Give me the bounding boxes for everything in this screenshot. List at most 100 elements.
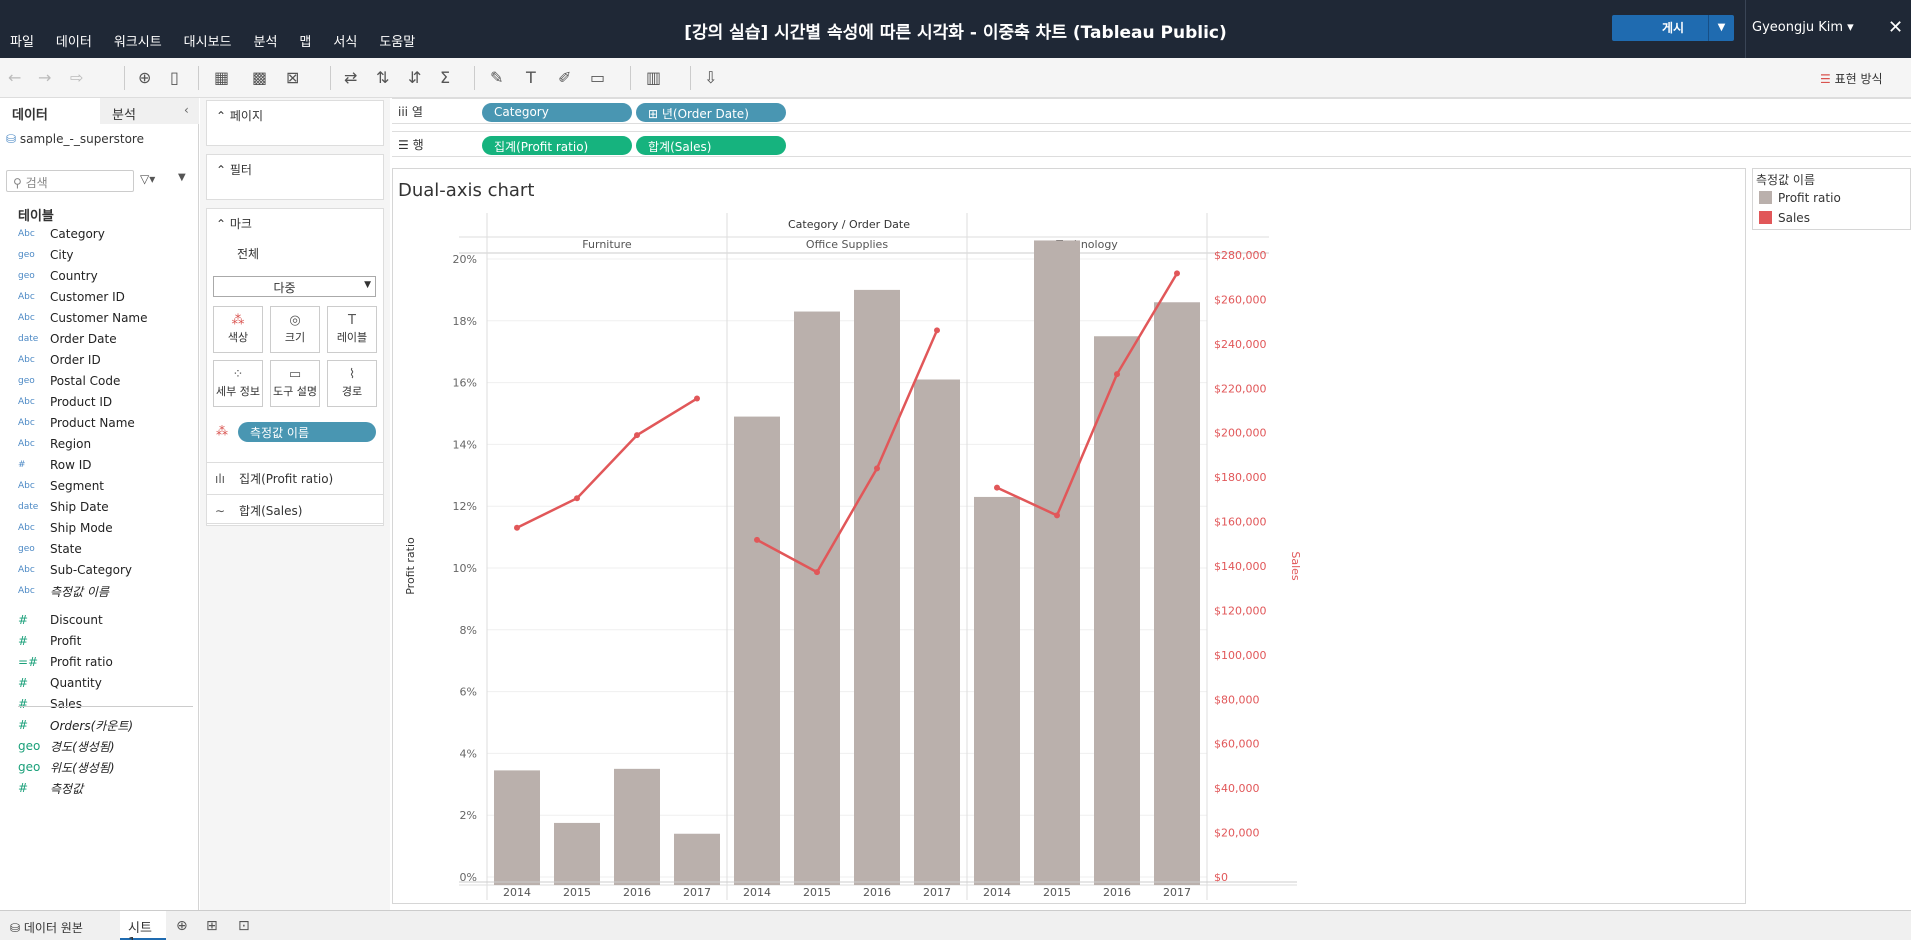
collapse-pane-icon[interactable]: ‹ [184,103,189,117]
swap-icon[interactable]: ⇄ [344,68,358,87]
legend-swatch [1759,211,1772,224]
bar [494,770,540,885]
filter-icon[interactable]: ▽▾ [140,172,156,186]
tab-analysis[interactable]: 분석 [100,98,199,124]
menu-format[interactable]: 서식 [333,35,358,50]
menu-map[interactable]: 맵 [299,35,312,50]
text-label-icon[interactable]: T [526,68,536,87]
sum-icon[interactable]: Σ [440,68,451,87]
publish-button[interactable]: 게시 [1612,15,1734,41]
y2-tick-label: $40,000 [1214,782,1260,795]
field-item[interactable]: # Orders(카운트) [18,716,133,734]
field-item[interactable]: # Discount [18,611,103,629]
field-item[interactable]: geo Country [18,267,98,285]
number-type-icon: # [18,613,29,627]
replay-icon[interactable]: ⇨ [70,68,84,87]
x-tick-label: 2015 [1043,886,1071,899]
new-datasource-icon[interactable]: ⊕ [138,68,152,87]
field-item[interactable]: Abc Order ID [18,351,101,369]
sheet-tab[interactable]: 시트 1 [120,911,166,940]
pill-sales[interactable]: 합계(Sales) [636,136,786,155]
search-input[interactable]: ⚲ 검색 [6,170,134,192]
pages-card[interactable]: ⌃ 페이지 [206,100,384,146]
field-name: Customer Name [50,311,148,325]
field-item[interactable]: # Quantity [18,674,102,692]
field-item[interactable]: geo State [18,540,82,558]
datasource-tab[interactable]: ⛁ 데이터 원본 [10,921,83,935]
field-item[interactable]: =# Profit ratio [18,653,113,671]
mark-type-dropdown[interactable]: 다중 ▼ [213,276,376,297]
clear-sheet-icon[interactable]: ⊠ [286,68,300,87]
field-item[interactable]: geo Postal Code [18,372,120,390]
new-dashboard-icon[interactable]: ⊞ [206,918,218,934]
pill-profit-ratio[interactable]: 집계(Profit ratio) [482,136,632,155]
duplicate-sheet-icon[interactable]: ▩ [252,68,268,87]
marks-row-sales[interactable]: ∼ 합계(Sales) [207,494,383,524]
filters-card[interactable]: ⌃ 필터 [206,154,384,200]
pause-updates-icon[interactable]: ▯ [170,68,179,87]
sort-ascending-icon[interactable]: ⇅ [376,68,390,87]
menu-file[interactable]: 파일 [10,35,34,50]
legend-item-profit-ratio[interactable]: Profit ratio [1759,191,1841,205]
marks-all-tab[interactable]: 전체 [237,247,260,261]
datasource-name[interactable]: ⛁ sample_-_superstore [6,132,144,146]
field-item[interactable]: Abc Sub-Category [18,561,132,579]
field-item[interactable]: Abc Customer Name [18,309,148,327]
field-item[interactable]: Abc Segment [18,477,104,495]
field-item[interactable]: date Order Date [18,330,117,348]
menu-help[interactable]: 도움말 [379,35,416,50]
field-item[interactable]: Abc Customer ID [18,288,125,306]
field-item[interactable]: geo 위도(생성됨) [18,758,115,776]
field-item[interactable]: geo 경도(생성됨) [18,737,115,755]
legend-item-sales[interactable]: Sales [1759,211,1810,225]
fit-icon[interactable]: ▭ [590,68,606,87]
show-me-icon[interactable]: ▥ [646,68,662,87]
detail-button[interactable]: ⁘ 세부 정보 [213,360,263,407]
menu-analysis[interactable]: 분석 [253,35,278,50]
path-button[interactable]: ⌇ 경로 [327,360,377,407]
y-tick-label: 18% [453,315,477,328]
measure-names-pill[interactable]: 측정값 이름 [238,422,376,442]
menu-dashboard[interactable]: 대시보드 [183,35,232,50]
publish-dropdown-icon[interactable]: ▼ [1708,15,1734,41]
pane-menu-icon[interactable]: ▼ [178,172,186,183]
new-worksheet-icon[interactable]: ⊕ [176,918,188,934]
new-worksheet-icon[interactable]: ▦ [214,68,230,87]
field-item[interactable]: # Sales [18,695,82,713]
highlight-icon[interactable]: ✎ [490,68,504,87]
columns-shelf[interactable]: iii 열 Category ⊞ 년(Order Date) [392,98,1911,124]
pill-year-order-date[interactable]: ⊞ 년(Order Date) [636,103,786,122]
field-item[interactable]: # 측정값 [18,779,83,797]
field-item[interactable]: Abc Category [18,225,105,243]
rows-shelf[interactable]: ☰ 행 집계(Profit ratio) 합계(Sales) [392,131,1911,157]
undo-icon[interactable]: ← [8,68,22,87]
new-story-icon[interactable]: ⊡ [238,918,250,934]
chevron-down-icon: ▼ [364,280,371,290]
color-button[interactable]: ⁂ 색상 [213,306,263,353]
annotate-icon[interactable]: ✐ [558,68,572,87]
marks-row-profit-ratio[interactable]: ılı 집계(Profit ratio) [207,462,383,492]
pill-category[interactable]: Category [482,103,632,122]
field-item[interactable]: # Profit [18,632,81,650]
redo-icon[interactable]: → [38,68,52,87]
presentation-mode-button[interactable]: ☰ 표현 방식 [1820,72,1883,86]
y-tick-label: 2% [460,809,477,822]
user-menu[interactable]: Gyeongju Kim ▾ [1752,20,1854,35]
menu-data[interactable]: 데이터 [55,35,92,50]
tab-data[interactable]: 데이터 [0,98,100,124]
field-item[interactable]: Abc Region [18,435,91,453]
tooltip-button[interactable]: ▭ 도구 설명 [270,360,320,407]
size-button[interactable]: ◎ 크기 [270,306,320,353]
download-icon[interactable]: ⇩ [704,68,718,87]
field-item[interactable]: # Row ID [18,456,92,474]
field-item[interactable]: Abc 측정값 이름 [18,582,109,600]
field-item[interactable]: Abc Product ID [18,393,112,411]
field-item[interactable]: date Ship Date [18,498,109,516]
field-item[interactable]: geo City [18,246,74,264]
field-item[interactable]: Abc Ship Mode [18,519,113,537]
sort-descending-icon[interactable]: ⇵ [408,68,422,87]
menu-worksheet[interactable]: 워크시트 [113,35,162,50]
field-item[interactable]: Abc Product Name [18,414,135,432]
close-icon[interactable]: ✕ [1888,17,1904,38]
label-button[interactable]: T 레이블 [327,306,377,353]
